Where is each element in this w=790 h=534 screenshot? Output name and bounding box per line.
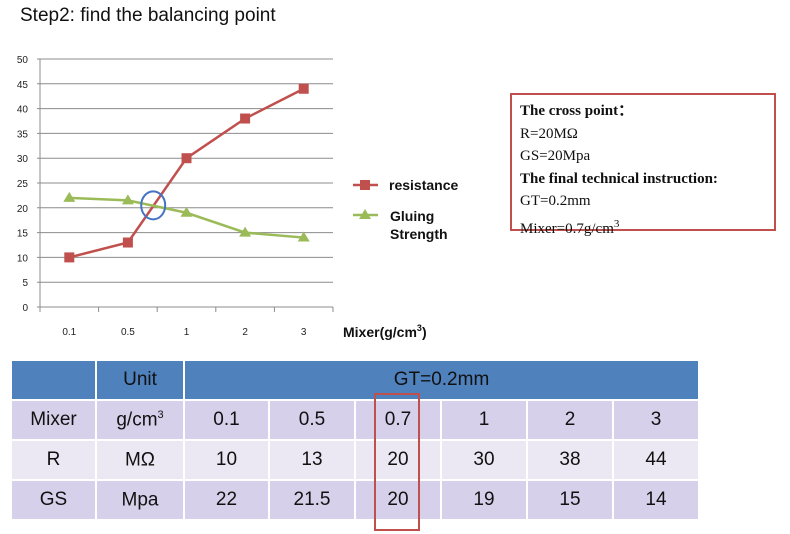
data-point-resistance xyxy=(122,237,133,248)
data-point-resistance xyxy=(298,83,309,94)
header-gt: GT=0.2mm xyxy=(185,361,698,399)
row-label: R xyxy=(12,441,95,479)
legend-marker-resistance xyxy=(360,180,370,190)
table-cell: 0.7 xyxy=(356,401,440,439)
highlight-box xyxy=(374,393,420,531)
data-point-resistance xyxy=(240,113,251,124)
table-cell: 19 xyxy=(442,481,526,519)
unit-text: MΩ xyxy=(124,449,156,471)
legend-marker-gluing-strength xyxy=(359,209,371,219)
info-heading-instruction: The final technical instruction: xyxy=(520,170,718,187)
y-tick-label: 30 xyxy=(17,154,29,165)
y-tick-label: 25 xyxy=(17,179,29,190)
table-cell: 0.5 xyxy=(270,401,354,439)
y-tick-label: 5 xyxy=(22,278,28,289)
x-tick-label: 0.5 xyxy=(121,327,135,338)
unit-text: Mpa xyxy=(121,489,159,511)
table-cell: 0.1 xyxy=(185,401,268,439)
x-tick-label: 3 xyxy=(301,327,307,338)
row-label: GS xyxy=(12,481,95,519)
y-tick-label: 10 xyxy=(17,253,29,264)
table-header-row: Unit GT=0.2mm xyxy=(12,361,698,399)
table-cell: 20 xyxy=(356,441,440,479)
info-gs-value: GS=20Mpa xyxy=(520,148,591,164)
table-row: GS Mpa 22 21.5 20 19 15 14 xyxy=(12,481,698,519)
legend-label-resistance: resistance xyxy=(389,177,458,193)
row-unit: MΩ xyxy=(97,441,183,479)
header-empty-cell xyxy=(12,361,95,399)
y-tick-label: 45 xyxy=(17,80,29,91)
x-tick-label: 0.1 xyxy=(62,327,76,338)
info-r-value: R=20MΩ xyxy=(520,125,578,142)
table-cell: 15 xyxy=(528,481,612,519)
table-cell: 21.5 xyxy=(270,481,354,519)
table-cell: 1 xyxy=(442,401,526,439)
table-cell: 2 xyxy=(528,401,612,439)
cross-point-circle xyxy=(140,190,167,221)
row-label: Mixer xyxy=(12,401,95,439)
data-point-gluing-strength xyxy=(180,206,193,217)
y-tick-label: 0 xyxy=(22,303,28,314)
info-gt-value: GT=0.2mm xyxy=(520,193,591,209)
y-tick-label: 50 xyxy=(17,55,29,66)
data-point-resistance xyxy=(181,153,192,164)
table-cell: 44 xyxy=(614,441,698,479)
data-point-resistance xyxy=(64,252,75,263)
table-row: R MΩ 10 13 20 30 38 44 xyxy=(12,441,698,479)
y-tick-label: 35 xyxy=(17,129,29,140)
data-point-gluing-strength xyxy=(121,194,134,205)
x-axis-label: Mixer(g/cm3) xyxy=(343,323,427,340)
x-tick-label: 2 xyxy=(242,327,248,338)
table-cell: 10 xyxy=(185,441,268,479)
table-cell: 20 xyxy=(356,481,440,519)
table-cell: 30 xyxy=(442,441,526,479)
series-line-1 xyxy=(69,196,304,239)
row-unit: Mpa xyxy=(97,481,183,519)
row-unit: g/cm3 xyxy=(97,401,183,439)
table-cell: 38 xyxy=(528,441,612,479)
table-cell: 14 xyxy=(614,481,698,519)
y-tick-label: 20 xyxy=(17,204,29,215)
header-unit: Unit xyxy=(97,361,183,399)
table-cell: 22 xyxy=(185,481,268,519)
table-cell: 3 xyxy=(614,401,698,439)
info-heading-cross-point: The cross point： xyxy=(520,103,634,119)
data-table: Unit GT=0.2mm Mixer g/cm3 0.1 0.5 0.7 1 2 3 R MΩ 1… xyxy=(10,359,700,521)
x-tick-label: 1 xyxy=(184,327,190,338)
page-title: Step2: find the balancing point xyxy=(20,5,276,26)
data-point-gluing-strength xyxy=(63,191,76,202)
info-mixer-value: Mixer=0.7g/cm3 xyxy=(520,213,766,241)
y-tick-label: 40 xyxy=(17,105,29,116)
table-row: Mixer g/cm3 0.1 0.5 0.7 1 2 3 xyxy=(12,401,698,439)
cross-point-info-box: The cross point： R=20MΩ GS=20Mpa The fin… xyxy=(510,93,776,237)
line-chart: 0 5 10 15 20 25 30 35 40 45 50 0.1 0.5 1 2 3 resistance G… xyxy=(17,55,459,340)
data-point-gluing-strength xyxy=(239,226,252,237)
legend-label-gluing-strength: Gluing Strength xyxy=(390,208,448,242)
info-mixer-sup: 3 xyxy=(613,217,620,230)
data-point-gluing-strength xyxy=(297,231,310,242)
unit-text: g/cm xyxy=(116,409,158,431)
unit-sup: 3 xyxy=(157,408,164,421)
y-tick-label: 15 xyxy=(17,229,29,240)
info-mixer-text: Mixer=0.7g/cm xyxy=(520,220,614,237)
table-cell: 13 xyxy=(270,441,354,479)
